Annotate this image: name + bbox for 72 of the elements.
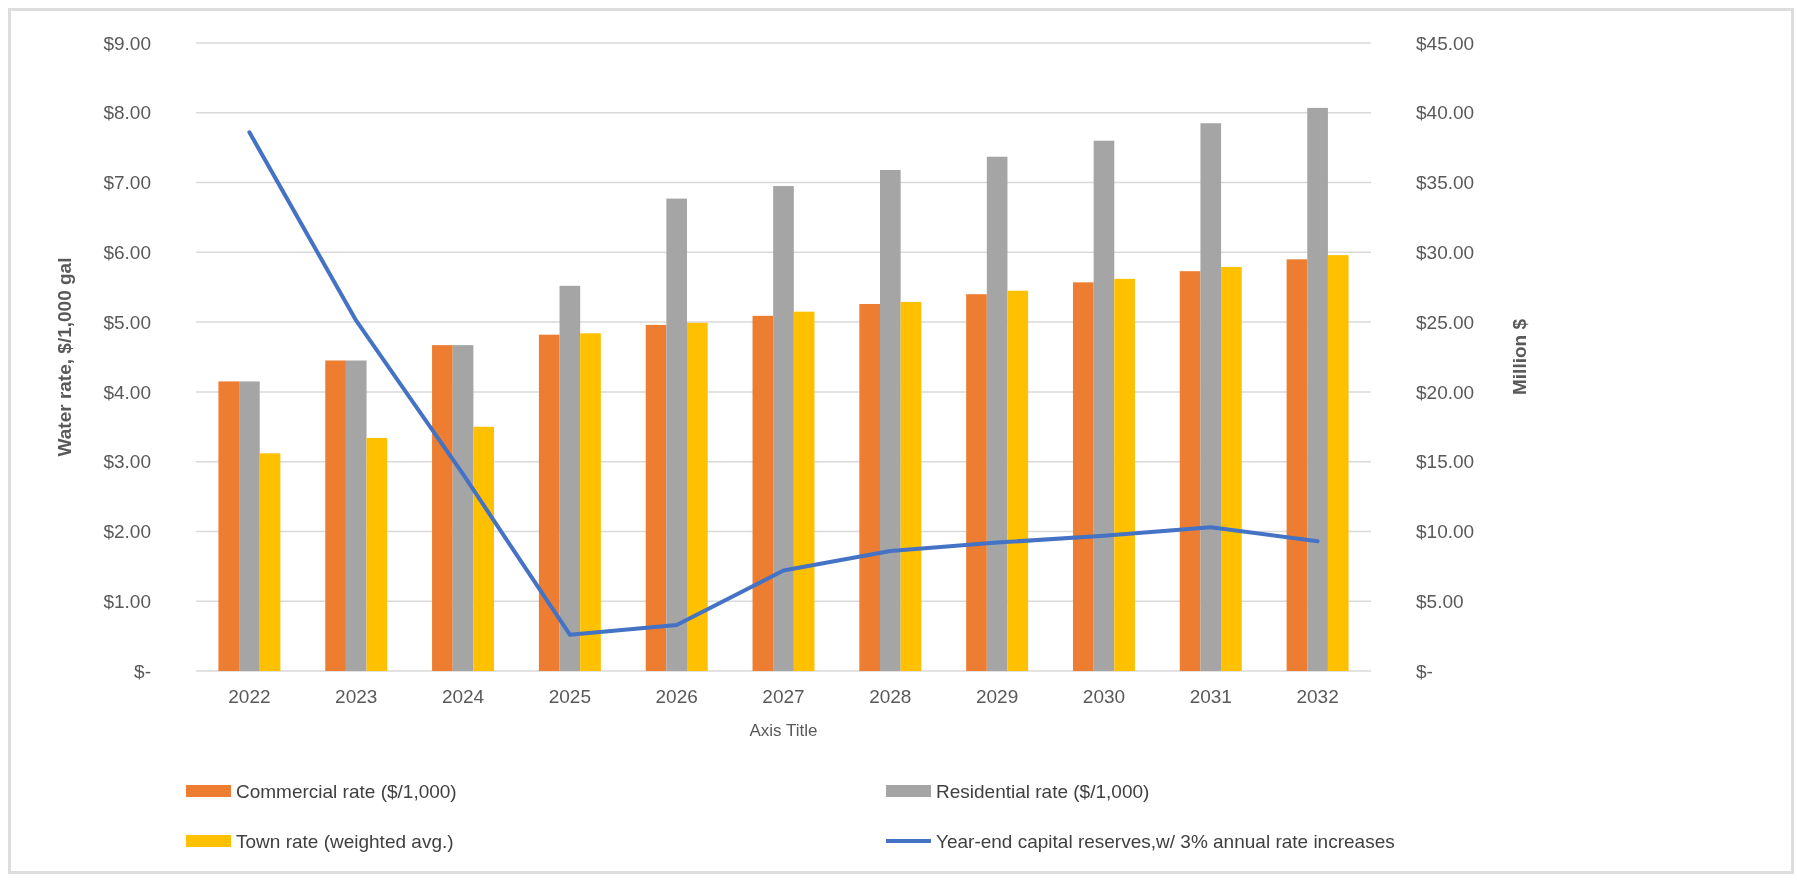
y2-tick-label: $-: [1416, 660, 1433, 682]
bar: [1007, 290, 1029, 671]
legend-label: Commercial rate ($/1,000): [236, 780, 457, 802]
x-tick-label: 2023: [335, 686, 378, 707]
y2-tick-label: $45.00: [1416, 32, 1475, 54]
bar: [879, 170, 901, 671]
x-tick-label: 2022: [228, 686, 271, 707]
bar: [1179, 271, 1201, 671]
y-tick-label: $4.00: [103, 381, 151, 403]
legend-label: Town rate (weighted avg.): [236, 830, 454, 852]
bar: [793, 311, 815, 671]
x-tick-label: 2027: [762, 686, 805, 707]
bar: [325, 360, 346, 671]
bar: [345, 360, 367, 671]
y-axis-title: Water rate, $/1,000 gal: [54, 257, 75, 457]
bar: [1221, 266, 1242, 671]
y2-tick-label: $15.00: [1416, 451, 1475, 473]
legend-label: Residential rate ($/1,000): [936, 780, 1150, 802]
y-tick-label: $6.00: [103, 241, 151, 263]
x-tick-label: 2026: [655, 686, 698, 707]
y-tick-label: $-: [134, 660, 151, 682]
bar: [666, 198, 688, 671]
bar: [1114, 278, 1135, 671]
x-tick-label: 2031: [1189, 686, 1232, 707]
y2-tick-label: $25.00: [1416, 311, 1475, 333]
bar: [752, 315, 774, 671]
bar: [687, 322, 708, 671]
bar: [580, 333, 601, 671]
bar: [559, 285, 581, 671]
bar: [452, 345, 474, 671]
y2-tick-label: $40.00: [1416, 102, 1475, 124]
y2-tick-label: $5.00: [1416, 590, 1464, 612]
y-tick-label: $2.00: [103, 521, 151, 543]
x-tick-label: 2030: [1082, 686, 1126, 707]
y2-tick-label: $30.00: [1416, 241, 1475, 263]
y-tick-label: $8.00: [103, 102, 151, 124]
legend-label: Year-end capital reserves,w/ 3% annual rate increases: [936, 830, 1395, 852]
y2-tick-label: $35.00: [1416, 172, 1475, 194]
bar: [1093, 140, 1115, 671]
y-tick-label: $5.00: [103, 311, 151, 333]
bar: [366, 437, 388, 671]
bar: [239, 381, 260, 671]
bar: [986, 156, 1008, 671]
bar: [1307, 107, 1328, 671]
bar: [218, 381, 240, 671]
x-tick-label: 2024: [441, 686, 485, 707]
y2-tick-label: $20.00: [1416, 381, 1475, 403]
bar: [645, 324, 667, 671]
bar: [859, 303, 880, 671]
x-tick-label: 2028: [869, 686, 912, 707]
bar: [1200, 123, 1222, 671]
y-tick-label: $1.00: [103, 590, 151, 612]
bar: [900, 301, 922, 671]
bar: [473, 426, 495, 671]
bar: [1286, 259, 1308, 671]
y-tick-label: $7.00: [103, 172, 151, 194]
bar: [1327, 255, 1349, 671]
bar: [1072, 282, 1094, 671]
bar: [966, 294, 987, 671]
x-tick-label: 2032: [1296, 686, 1339, 707]
y-tick-label: $3.00: [103, 451, 151, 473]
x-axis-title: Axis Title: [749, 721, 818, 740]
y2-tick-label: $10.00: [1416, 521, 1475, 543]
x-tick-label: 2025: [548, 686, 591, 707]
line-series: [247, 130, 1320, 637]
y-tick-label: $9.00: [103, 32, 151, 54]
y2-axis-title: Million $: [1509, 318, 1530, 395]
bar: [432, 345, 453, 671]
bar: [259, 453, 281, 671]
x-tick-label: 2029: [976, 686, 1019, 707]
bar: [773, 186, 794, 671]
bar: [538, 334, 560, 671]
